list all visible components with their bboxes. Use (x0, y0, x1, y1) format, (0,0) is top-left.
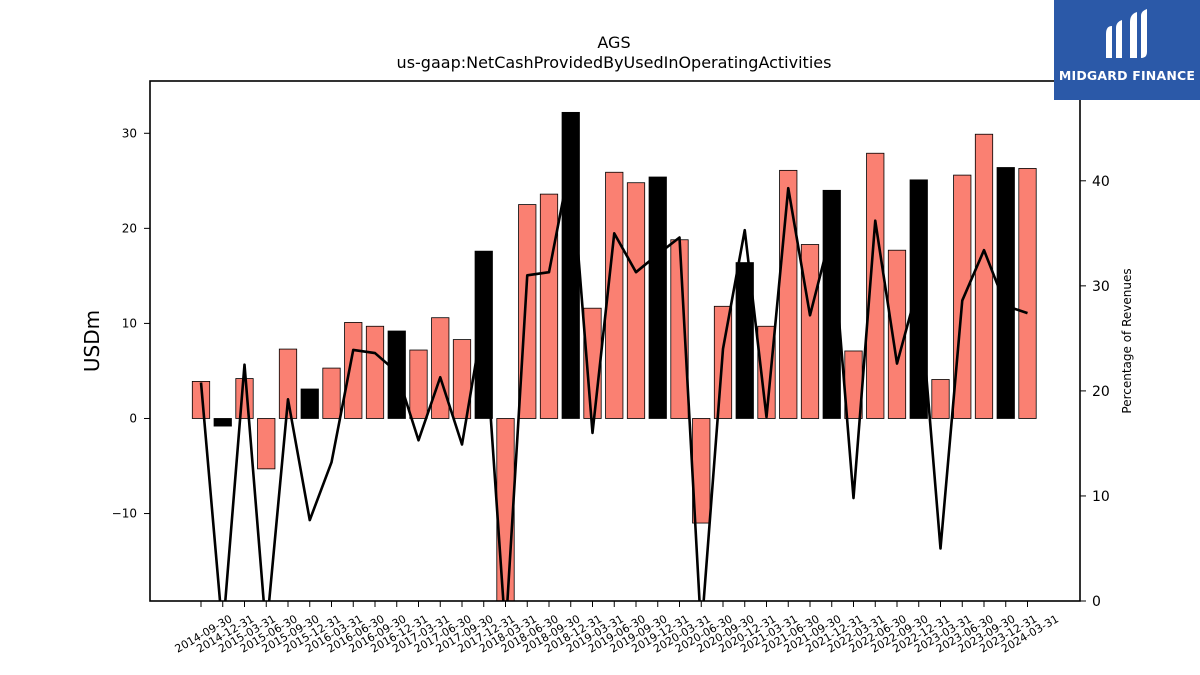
y2-tick-label: 30 (1092, 279, 1110, 295)
series-line (199, 158, 1028, 601)
y-tick-label: 20 (122, 221, 137, 235)
logo-mark-icon (1106, 9, 1147, 58)
bar (191, 381, 211, 419)
bar (996, 167, 1015, 419)
bar (561, 111, 580, 419)
chart-title: AGS (597, 33, 630, 52)
bar (409, 349, 428, 419)
y-tick-label: 0 (129, 411, 137, 425)
bar (278, 348, 298, 419)
bar (1018, 168, 1037, 419)
y2-tick-label: 10 (1092, 489, 1110, 505)
y-tick-label: −10 (112, 507, 137, 521)
y2-tick-label: 40 (1092, 174, 1110, 190)
bar (626, 182, 646, 419)
bar (496, 418, 515, 601)
y2-tick-label: 0 (1092, 594, 1101, 610)
chart-subtitle: us-gaap:NetCashProvidedByUsedInOperating… (397, 53, 832, 72)
plot-frame (149, 80, 1081, 602)
bar (300, 388, 319, 419)
bar (887, 249, 907, 419)
plot-area: −1001020300102030402014-09-302014-12-312… (112, 80, 1110, 656)
bar (213, 418, 232, 427)
y2-axis-label: Percentage of Revenues (1120, 268, 1134, 413)
bar (322, 367, 341, 419)
bar (931, 379, 950, 419)
bar (648, 176, 667, 419)
bar (605, 171, 624, 419)
bar (235, 378, 254, 419)
bar (257, 418, 276, 470)
bar (539, 193, 559, 419)
bar (452, 339, 472, 419)
y-tick-label: 10 (122, 316, 137, 330)
midgard-finance-logo: MIDGARD FINANCE (1054, 0, 1200, 100)
y2-tick-label: 20 (1092, 384, 1110, 400)
bar (757, 325, 776, 419)
bar (431, 317, 450, 419)
bar (800, 244, 820, 419)
bar (735, 262, 754, 419)
y-tick-label: 30 (122, 126, 137, 140)
y-axis-label: USDm (80, 310, 104, 372)
bar (365, 325, 385, 419)
bar (779, 169, 798, 419)
logo-text: MIDGARD FINANCE (1058, 68, 1196, 83)
bar (974, 133, 994, 419)
bar (344, 322, 363, 419)
